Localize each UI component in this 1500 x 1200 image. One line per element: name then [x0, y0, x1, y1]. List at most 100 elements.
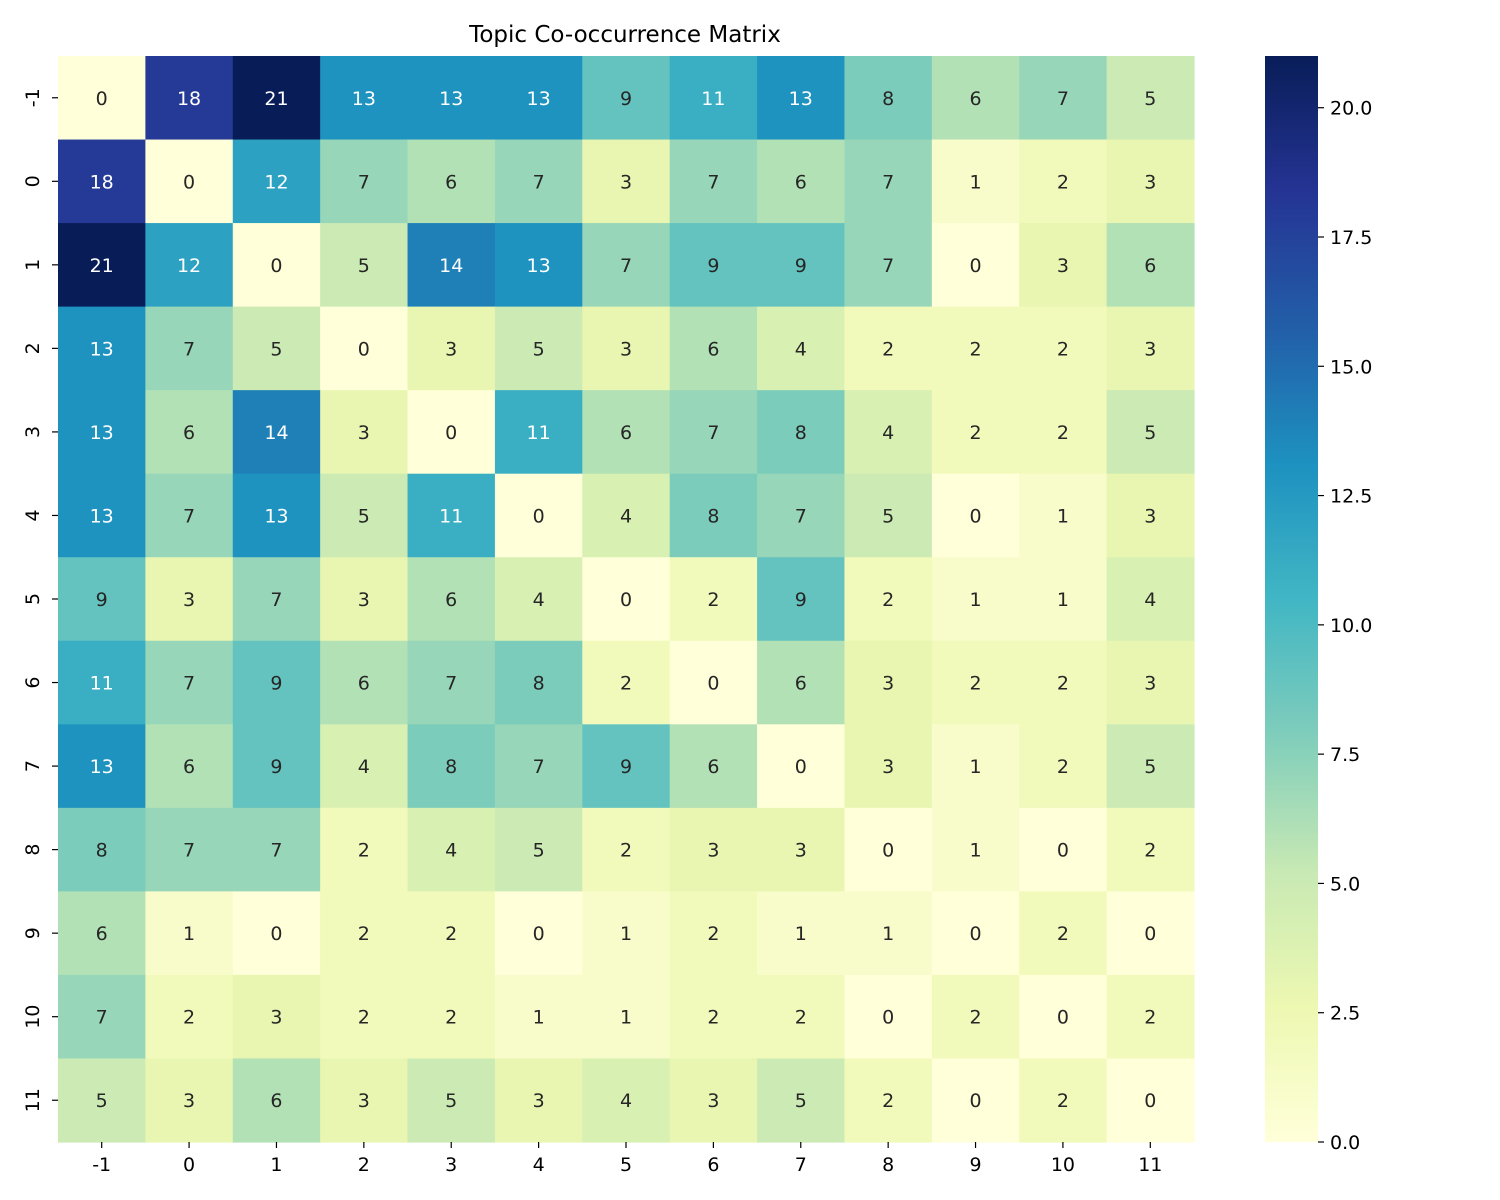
cell-value-label: 1 — [1057, 589, 1069, 611]
heatmap-cell — [58, 1058, 146, 1143]
heatmap-cell — [145, 223, 234, 308]
heatmap-cell — [145, 306, 234, 391]
cell-value-label: 2 — [969, 1007, 981, 1029]
heatmap-cell — [232, 306, 321, 391]
cell-value-label: 3 — [533, 1090, 545, 1112]
cell-value-label: 1 — [533, 1007, 545, 1029]
cell-value-label: 0 — [707, 673, 719, 695]
cell-value-label: 5 — [795, 1090, 807, 1112]
cell-value-label: 4 — [882, 422, 894, 444]
cell-value-label: 2 — [1057, 422, 1069, 444]
heatmap-cell — [145, 139, 234, 224]
y-tick-label: 1 — [22, 259, 44, 271]
heatmap-cell — [931, 139, 1020, 224]
cell-value-label: 6 — [183, 422, 195, 444]
cell-value-label: 2 — [969, 338, 981, 360]
heatmap-cell — [494, 223, 583, 308]
x-tick-label: 9 — [969, 1154, 981, 1176]
heatmap-cell — [757, 640, 846, 725]
x-tick-label: 2 — [358, 1154, 370, 1176]
cell-value-label: 7 — [1057, 88, 1069, 110]
heatmap-cell — [232, 223, 321, 308]
heatmap-cell — [232, 557, 321, 642]
cell-value-label: 0 — [96, 88, 108, 110]
y-tick-label: 3 — [22, 426, 44, 438]
cell-value-label: 2 — [358, 1007, 370, 1029]
heatmap-cell — [232, 1058, 321, 1143]
heatmap-cell — [844, 306, 933, 391]
cell-value-label: 0 — [445, 422, 457, 444]
cell-value-label: 0 — [969, 505, 981, 527]
heatmap-cell — [407, 724, 496, 809]
x-tick-label: 6 — [707, 1154, 719, 1176]
colorbar-tick-label: 12.5 — [1330, 486, 1372, 508]
heatmap-cell — [669, 891, 758, 976]
cell-value-label: 9 — [795, 255, 807, 277]
cell-value-label: 3 — [445, 338, 457, 360]
heatmap-cell — [582, 724, 671, 809]
heatmap-cell — [58, 891, 146, 976]
heatmap-cell — [757, 56, 846, 141]
heatmap-cell — [407, 223, 496, 308]
colorbar-tick-label: 15.0 — [1330, 356, 1372, 378]
heatmap-cell — [58, 557, 146, 642]
cell-value-label: 9 — [620, 88, 632, 110]
cell-value-label: 6 — [795, 673, 807, 695]
heatmap-cell — [582, 1058, 671, 1143]
cell-value-label: 3 — [358, 422, 370, 444]
cell-value-label: 7 — [270, 840, 282, 862]
cell-value-label: 5 — [358, 255, 370, 277]
heatmap-cell — [232, 390, 321, 475]
y-tick-label: 7 — [22, 760, 44, 772]
cell-value-label: 13 — [789, 88, 813, 110]
cell-value-label: 3 — [882, 756, 894, 778]
y-axis: -1 0 1 2 3 4 5 6 7 8 9 10 11 — [22, 88, 58, 1112]
cell-value-label: 8 — [445, 756, 457, 778]
cell-value-label: 7 — [183, 338, 195, 360]
heatmap-cell — [582, 640, 671, 725]
cell-value-label: 7 — [620, 255, 632, 277]
heatmap-cell — [145, 1058, 234, 1143]
heatmap-cell — [320, 473, 409, 558]
heatmap-cell — [232, 56, 321, 141]
heatmap-cell — [931, 557, 1020, 642]
cell-value-label: 4 — [533, 589, 545, 611]
y-tick-label: 0 — [22, 175, 44, 187]
heatmap-cell — [931, 306, 1020, 391]
cell-value-label: 2 — [1057, 1090, 1069, 1112]
heatmap-cell — [1019, 223, 1108, 308]
cell-value-label: 0 — [1144, 1090, 1156, 1112]
cell-value-label: 5 — [270, 338, 282, 360]
cell-value-label: 7 — [533, 171, 545, 193]
cell-value-label: 8 — [707, 505, 719, 527]
heatmap-cell — [1019, 891, 1108, 976]
heatmap-cell — [931, 1058, 1020, 1143]
heatmap-cell — [407, 557, 496, 642]
heatmap-cell — [58, 473, 146, 558]
heatmap-cell — [1106, 807, 1195, 892]
cell-value-label: 3 — [358, 1090, 370, 1112]
heatmap-cell — [844, 390, 933, 475]
heatmap-cell — [931, 390, 1020, 475]
cell-value-label: 13 — [90, 422, 114, 444]
heatmap-cell — [1106, 390, 1195, 475]
cell-value-label: 7 — [707, 422, 719, 444]
cell-value-label: 2 — [1144, 1007, 1156, 1029]
heatmap-cell — [407, 139, 496, 224]
heatmap-cell — [494, 56, 583, 141]
cell-value-label: 8 — [882, 88, 894, 110]
y-tick-label: 11 — [22, 1088, 44, 1112]
heatmap-cell — [1019, 139, 1108, 224]
heatmap-cell — [407, 807, 496, 892]
cell-value-label: 18 — [177, 88, 201, 110]
heatmap-cell — [582, 56, 671, 141]
cell-value-label: 2 — [620, 840, 632, 862]
heatmap-cell — [1019, 473, 1108, 558]
heatmap-cell — [1106, 473, 1195, 558]
cell-value-label: 21 — [264, 88, 288, 110]
cell-value-label: 5 — [882, 505, 894, 527]
heatmap-cell — [582, 306, 671, 391]
heatmap-cells: 0 18 21 13 13 13 9 11 13 8 6 7 518 0 12 7 6 7 3 7 6 7 1 2 321 12 0… — [58, 56, 1195, 1143]
cell-value-label: 0 — [1057, 1007, 1069, 1029]
x-tick-label: 8 — [882, 1154, 894, 1176]
